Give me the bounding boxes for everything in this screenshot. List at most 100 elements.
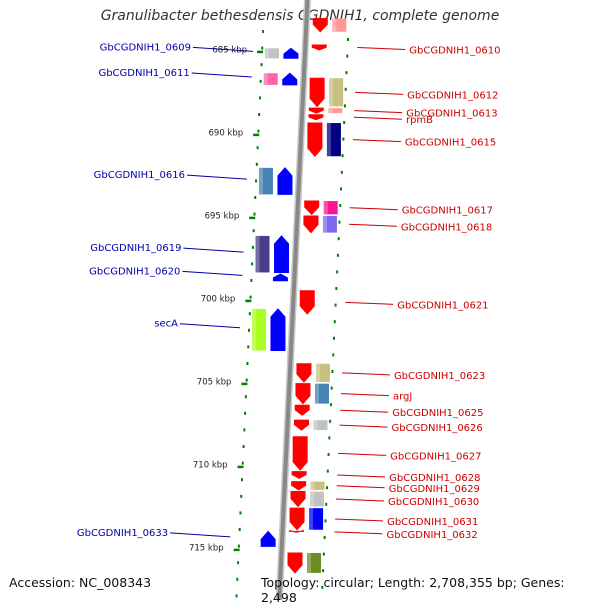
guide-dot-left bbox=[245, 378, 248, 382]
guide-dot-right bbox=[329, 403, 332, 407]
reverse-gene-cog bbox=[310, 491, 325, 507]
reverse-gene-label: GbCGDNIH1_0618 bbox=[401, 222, 492, 233]
guide-dot-left bbox=[248, 328, 251, 332]
reverse-gene-cog bbox=[329, 78, 344, 107]
guide-dot-right bbox=[328, 436, 331, 440]
guide-dot-right bbox=[336, 270, 339, 274]
guide-dot-left bbox=[239, 511, 242, 515]
reverse-gene-label: GbCGDNIH1_0615 bbox=[405, 138, 496, 149]
reverse-gene-arrow bbox=[308, 107, 324, 114]
reverse-gene-cog-shine bbox=[313, 420, 318, 431]
guide-dot-right bbox=[322, 552, 325, 556]
label-leader bbox=[352, 139, 401, 143]
forward-gene-label: GbCGDNIH1_0620 bbox=[89, 266, 180, 277]
forward-gene-cog-shine bbox=[251, 308, 256, 351]
kbp-tick-label: 695 kbp bbox=[205, 212, 240, 222]
guide-dot-right bbox=[332, 353, 335, 357]
guide-dot-left bbox=[235, 594, 238, 598]
reverse-gene-cog-shine bbox=[328, 108, 333, 114]
guide-dot-left bbox=[259, 79, 262, 83]
forward-gene-arrow bbox=[274, 235, 290, 273]
label-leader bbox=[357, 47, 406, 51]
forward-gene-cog bbox=[255, 235, 270, 273]
guide-dot-left bbox=[243, 428, 246, 432]
guide-dot-right bbox=[333, 320, 336, 324]
reverse-gene-arrow bbox=[295, 383, 311, 405]
guide-dot-left bbox=[240, 478, 243, 482]
guide-dot-left bbox=[256, 146, 259, 150]
reverse-gene-label: GbCGDNIH1_0621 bbox=[397, 300, 488, 311]
reverse-gene-label: GbCGDNIH1_0613 bbox=[406, 109, 497, 120]
reverse-gene-arrow bbox=[308, 114, 324, 121]
guide-dot-right bbox=[346, 54, 349, 58]
label-leader bbox=[186, 174, 247, 180]
reverse-gene-arrow bbox=[296, 363, 312, 383]
guide-dot-left bbox=[249, 295, 252, 299]
guide-dot-right bbox=[330, 386, 333, 390]
reverse-gene-label: GbCGDNIH1_0627 bbox=[390, 451, 481, 462]
reverse-gene-cog bbox=[314, 383, 329, 404]
reverse-gene-label: argJ bbox=[393, 392, 412, 403]
forward-gene-label: GbCGDNIH1_0609 bbox=[100, 42, 191, 53]
reverse-gene-cog bbox=[310, 481, 325, 490]
reverse-gene-label: GbCGDNIH1_0628 bbox=[389, 473, 480, 484]
forward-gene-cog-shine bbox=[258, 167, 263, 195]
guide-dot-right bbox=[342, 137, 345, 141]
forward-gene-cog bbox=[264, 48, 279, 59]
genome-summary-text: Topology: circular; Length: 2,708,355 bp… bbox=[261, 575, 565, 605]
guide-dot-left bbox=[257, 129, 260, 133]
guide-dot-left bbox=[240, 494, 243, 498]
forward-gene-arrow bbox=[270, 308, 286, 351]
guide-dot-left bbox=[236, 577, 239, 581]
accession-text: Accession: NC_008343 bbox=[9, 575, 152, 590]
reverse-gene-arrow bbox=[303, 215, 319, 234]
reverse-gene-cog-shine bbox=[326, 123, 331, 157]
guide-dot-right bbox=[323, 536, 326, 539]
label-leader bbox=[338, 452, 387, 456]
forward-gene-label: GbCGDNIH1_0616 bbox=[94, 170, 185, 181]
reverse-gene-cog-shine bbox=[310, 491, 315, 507]
label-leader bbox=[335, 518, 384, 522]
guide-dot-left bbox=[252, 229, 255, 233]
kbp-tick-label: 705 kbp bbox=[197, 378, 232, 388]
reverse-gene-label: GbCGDNIH1_0625 bbox=[392, 408, 483, 419]
guide-dot-left bbox=[258, 113, 261, 116]
forward-gene-cog bbox=[251, 308, 266, 351]
kbp-tick bbox=[245, 299, 252, 303]
reverse-gene-arrow bbox=[288, 529, 304, 533]
guide-dot-left bbox=[244, 395, 247, 399]
reverse-gene-cog-shine bbox=[307, 552, 312, 573]
forward-gene-arrow bbox=[283, 47, 299, 59]
reverse-gene-cog-shine bbox=[329, 78, 334, 107]
reverse-gene-arrow bbox=[312, 17, 328, 33]
forward-gene-label: secA bbox=[154, 319, 178, 330]
forward-gene-cog bbox=[258, 167, 273, 195]
guide-dot-left bbox=[237, 561, 240, 565]
guide-dot-right bbox=[333, 336, 336, 340]
guide-dot-right bbox=[331, 370, 334, 373]
guide-dot-right bbox=[324, 519, 327, 523]
guide-dot-right bbox=[321, 585, 324, 589]
guide-dot-right bbox=[337, 237, 340, 241]
kbp-tick-label: 700 kbp bbox=[201, 295, 236, 305]
forward-gene-cog-shine bbox=[264, 48, 269, 59]
guide-dot-left bbox=[251, 245, 254, 249]
reverse-gene-cog bbox=[323, 201, 338, 215]
guide-dot-right bbox=[326, 469, 329, 473]
forward-gene-arrow bbox=[282, 72, 298, 86]
forward-gene-arrow bbox=[277, 167, 293, 195]
forward-gene-label: GbCGDNIH1_0611 bbox=[98, 68, 189, 79]
guide-dot-left bbox=[260, 63, 263, 67]
reverse-gene-cog bbox=[326, 123, 341, 157]
kbp-tick-label: 690 kbp bbox=[209, 129, 244, 139]
label-leader bbox=[355, 91, 404, 95]
guide-dot-left bbox=[251, 262, 254, 266]
label-leader bbox=[170, 532, 231, 538]
label-leader bbox=[354, 110, 403, 114]
reverse-gene-arrow bbox=[293, 419, 309, 431]
label-leader bbox=[335, 498, 385, 502]
label-leader bbox=[341, 372, 390, 376]
kbp-tick bbox=[237, 465, 244, 469]
guide-dot-left bbox=[241, 461, 244, 465]
